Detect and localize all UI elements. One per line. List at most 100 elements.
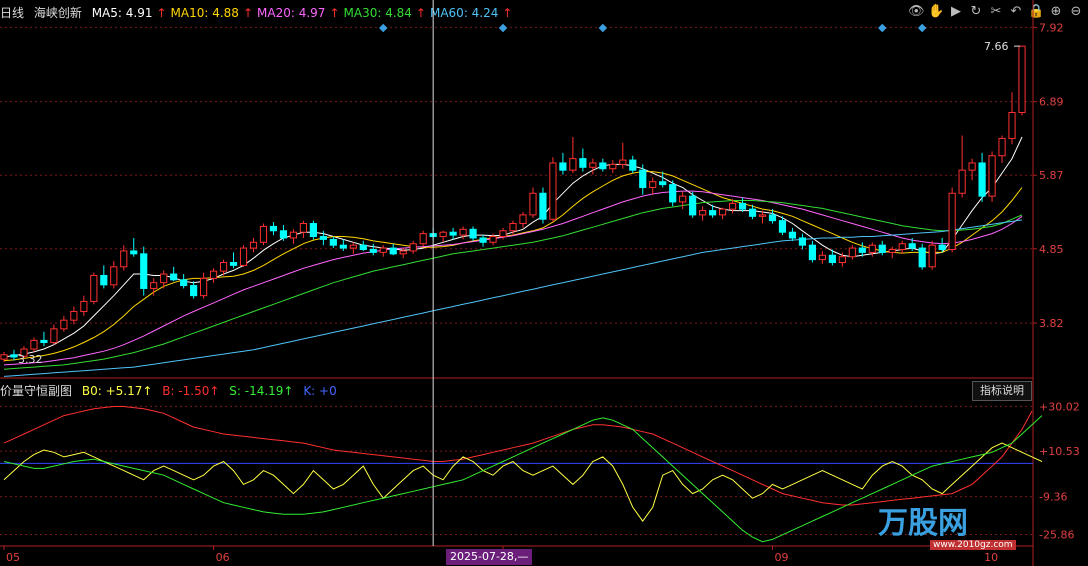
y-tick-label: 4.85 <box>1039 243 1064 256</box>
candle-body <box>100 274 108 286</box>
ma-legend-item: MA30: 4.84 <box>343 6 412 20</box>
eye-icon[interactable]: 👁 <box>908 4 925 19</box>
candle-body <box>838 256 846 263</box>
ma-line-ma10 <box>3 171 1023 362</box>
candle-body <box>559 162 567 171</box>
candle-body <box>888 249 896 253</box>
candle-body <box>948 192 956 251</box>
candle-body <box>659 181 667 186</box>
scissors-icon[interactable]: ✂ <box>990 4 1002 19</box>
y-tick-label: 7.92 <box>1039 21 1064 34</box>
chart-toolbar: 👁 ✋ ▶ ↻ ✂ ↶ 🔒 ⊕ ⊖ <box>908 4 1084 20</box>
y-tick-label: +30.02 <box>1039 400 1080 413</box>
play-icon[interactable]: ▶ <box>951 4 961 19</box>
candle-body <box>359 244 367 251</box>
candle-body <box>60 319 68 330</box>
undo-icon[interactable]: ↶ <box>1010 4 1022 19</box>
chart-header: 日线 海峡创新 MA5: 4.91 ↑ MA10: 4.88 ↑ MA20: 4.97 ↑… <box>0 4 522 22</box>
candle-body <box>209 270 218 279</box>
lock-icon[interactable]: 🔒 <box>1028 4 1045 19</box>
candle-body <box>229 261 238 266</box>
candle-body <box>738 202 747 210</box>
candle-body <box>858 247 866 253</box>
candle-body <box>928 244 936 268</box>
candle-body <box>629 159 637 171</box>
indicator-help-button[interactable]: 指标说明 <box>972 381 1032 401</box>
candle-body <box>938 244 946 251</box>
zoom-out-icon[interactable]: ⊖ <box>1070 4 1082 19</box>
y-tick-label: -9.36 <box>1039 491 1067 504</box>
candle-body <box>898 243 906 251</box>
candle-body <box>998 137 1006 157</box>
refresh-icon[interactable]: ↻ <box>970 4 982 19</box>
candle-body <box>439 231 447 238</box>
ma-arrow: ↑ <box>242 6 254 20</box>
candle-body <box>569 158 577 171</box>
candle-body <box>259 225 268 243</box>
candle-body <box>0 354 8 360</box>
candle-body <box>958 169 966 194</box>
period-label[interactable]: 日线 <box>0 6 25 20</box>
ma-arrow: ↑ <box>156 6 167 20</box>
candle-body <box>978 162 986 197</box>
candle-body <box>788 231 797 239</box>
cursor-date-label: 2025-07-28,— <box>446 549 533 565</box>
watermark-logo: 万股网 <box>878 506 968 541</box>
candle-body <box>369 249 377 253</box>
candle-body <box>848 247 856 258</box>
candle-body <box>589 162 597 168</box>
indicator-line-b0 <box>3 442 1043 522</box>
candle-body <box>1018 45 1026 113</box>
high-price-label: 7.66 <box>984 40 1009 53</box>
candle-body <box>768 214 777 222</box>
candle-body <box>549 162 557 220</box>
indicator-name[interactable]: 价量守恒副图 <box>0 384 73 398</box>
candle-body <box>299 223 308 233</box>
candle-body <box>339 244 347 249</box>
candle-body <box>80 300 88 313</box>
candle-body <box>539 192 547 220</box>
candle-body <box>878 244 886 253</box>
zoom-in-icon[interactable]: ⊕ <box>1050 4 1062 19</box>
candle-body <box>399 250 407 255</box>
candle-body <box>968 162 976 171</box>
candle-body <box>379 247 387 253</box>
signal-marker <box>498 23 508 33</box>
candle-body <box>200 277 208 297</box>
candle-body <box>689 195 697 216</box>
candle-body <box>239 247 248 266</box>
b-value: B: -1.50↑ <box>162 384 220 398</box>
candle-body <box>469 228 477 239</box>
k-value: K: +0 <box>303 384 337 398</box>
y-tick-label: 3.82 <box>1039 317 1064 330</box>
candle-body <box>349 244 357 249</box>
candle-body <box>329 238 337 246</box>
candle-body <box>70 311 78 321</box>
candle-body <box>918 247 926 268</box>
candle-body <box>449 231 457 236</box>
candle-body <box>409 243 417 252</box>
candle-body <box>828 254 836 263</box>
candle-body <box>40 339 48 344</box>
candle-body <box>150 282 158 289</box>
indicator-line-b <box>3 406 1033 506</box>
candle-body <box>309 223 317 238</box>
ma-legend-item: MA60: 4.24 <box>429 6 499 20</box>
indicator-line-s <box>3 415 1043 543</box>
y-tick-label: +10.53 <box>1039 445 1080 458</box>
signal-marker <box>878 23 887 33</box>
ma-line-ma20 <box>3 190 1023 366</box>
ma-line-ma30 <box>3 200 1023 370</box>
ma-arrow: ↑ <box>329 6 340 20</box>
signal-marker <box>379 23 388 33</box>
b0-value: B0: +5.17↑ <box>81 384 153 398</box>
candle-body <box>798 237 807 246</box>
candle-body <box>10 354 18 358</box>
candle-body <box>509 223 517 232</box>
hand-icon[interactable]: ✋ <box>928 4 945 19</box>
candle-body <box>748 208 757 217</box>
candle-body <box>249 241 258 249</box>
candle-body <box>499 230 507 238</box>
candle-body <box>140 253 148 289</box>
